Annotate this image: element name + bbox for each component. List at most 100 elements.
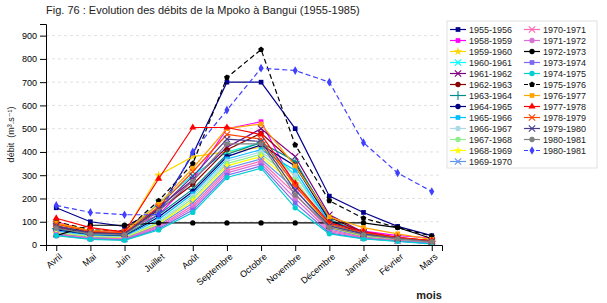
point [224, 106, 229, 115]
tick-mark [40, 59, 46, 60]
tick-label: Janvier [343, 252, 372, 278]
line [56, 133, 432, 241]
tick-mark [40, 175, 46, 176]
point [293, 164, 298, 169]
legend-marker [530, 93, 535, 98]
legend-label: 1967-1968 [469, 135, 512, 145]
point [292, 142, 298, 148]
legend-item: 1968-1969 [450, 146, 512, 156]
legend-marker [528, 102, 535, 108]
legend-item: 1955-1956 [450, 25, 512, 35]
legend-item: 1980-1981 [524, 135, 586, 145]
grid-line [46, 198, 442, 199]
tick: 700 [22, 78, 46, 88]
point [190, 210, 195, 215]
tick-label: 300 [22, 171, 37, 181]
line [56, 144, 432, 242]
point [224, 175, 229, 180]
point [258, 131, 263, 136]
point [87, 230, 93, 236]
tick: Octobre [238, 245, 269, 280]
point [395, 225, 400, 230]
axis-line [40, 25, 47, 246]
grid-line [46, 35, 442, 36]
tick-mark [363, 245, 364, 251]
legend-label: 1978-1979 [543, 113, 586, 123]
legend-label: 1963-1964 [469, 91, 512, 101]
point [88, 236, 93, 241]
point [394, 237, 400, 243]
tick-mark [295, 245, 296, 251]
legend-label: 1968-1969 [469, 146, 512, 156]
legend-item: 1971-1972 [524, 36, 586, 46]
legend-marker [455, 82, 460, 87]
legend-label: 1964-1965 [469, 102, 512, 112]
grid-line [46, 151, 442, 152]
tick-mark [90, 245, 91, 251]
legend-item: 1962-1963 [450, 80, 512, 90]
tick-mark [329, 245, 330, 251]
point [327, 225, 332, 230]
point [293, 126, 298, 131]
tick-label: 600 [22, 101, 37, 111]
tick-label: 800 [22, 54, 37, 64]
tick-mark [40, 245, 46, 246]
tick-label: 200 [22, 194, 37, 204]
legend-marker [455, 137, 460, 142]
tick-label: Juin [113, 252, 132, 270]
point [88, 237, 93, 242]
point [361, 220, 366, 225]
point [395, 225, 401, 231]
legend-marker [529, 49, 534, 54]
point [395, 169, 400, 178]
line [56, 128, 432, 241]
tick-mark [40, 198, 46, 199]
point [88, 237, 93, 242]
legend-label: 1971-1972 [543, 36, 586, 46]
point [293, 163, 298, 168]
tick-label: 400 [22, 147, 37, 157]
legend-item: 1979-1980 [524, 124, 586, 134]
point [361, 210, 366, 215]
legend-item: 1966-1967 [450, 124, 512, 134]
tick-label: Avril [44, 252, 64, 271]
legend-marker [529, 146, 534, 155]
point [394, 235, 400, 241]
series [53, 47, 434, 239]
series [53, 131, 435, 244]
tick: 0 [32, 240, 46, 250]
point [122, 238, 127, 243]
legend-item: 1965-1966 [450, 113, 512, 123]
tick: Janvier [343, 245, 372, 278]
legend-item: 1961-1962 [450, 69, 512, 79]
series [54, 141, 435, 244]
point [259, 122, 264, 127]
tick-mark [432, 245, 433, 251]
legend-marker [455, 126, 460, 131]
chart: Fig. 76 : Evolution des débits de la Mpo… [0, 0, 607, 303]
legend-item: 1959-1960 [450, 47, 512, 57]
legend-item: 1974-1975 [524, 69, 586, 79]
point [88, 231, 93, 236]
point [429, 239, 434, 244]
legend: 1955-19561958-19591959-19601960-19611961… [447, 21, 597, 168]
y-axis: 0100200300400500600700800900 [22, 25, 47, 251]
legend-marker [529, 125, 535, 131]
tick: Mai [81, 245, 99, 269]
tick: 300 [22, 171, 46, 181]
tick: Mars [418, 245, 440, 272]
point [327, 215, 332, 220]
point [122, 210, 127, 219]
tick-label: Septembre [194, 252, 234, 288]
point [293, 192, 298, 197]
tick-label: Mai [81, 252, 99, 269]
point [258, 141, 263, 146]
tick-label: Décembre [299, 252, 337, 286]
point [361, 232, 366, 237]
legend-item: 1963-1964 [450, 91, 512, 101]
tick-label: 700 [22, 78, 37, 88]
tick: 800 [22, 54, 46, 64]
line [56, 143, 432, 241]
tick-mark [261, 245, 262, 251]
legend-marker [529, 137, 534, 142]
